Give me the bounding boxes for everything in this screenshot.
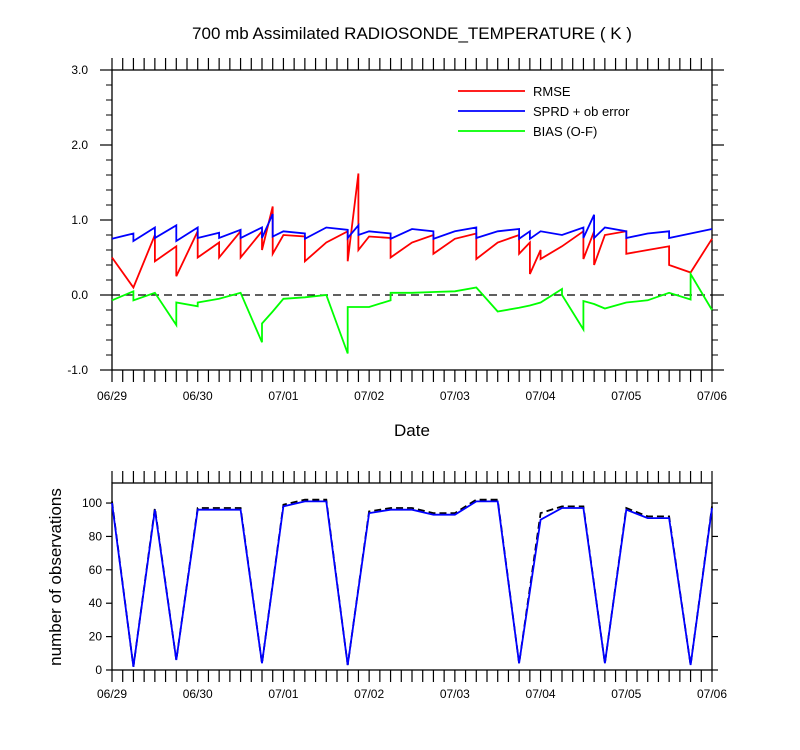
y-tick-label: -1.0 [67, 363, 88, 377]
x-tick-label: 06/30 [183, 687, 213, 701]
chart-title: 700 mb Assimilated RADIOSONDE_TEMPERATUR… [192, 24, 632, 43]
x-tick-label: 07/02 [354, 687, 384, 701]
x-tick-label: 07/06 [697, 687, 727, 701]
x-tick-label: 07/02 [354, 389, 384, 403]
x-tick-label: 06/29 [97, 687, 127, 701]
y-tick-label: 0 [95, 663, 102, 677]
x-tick-label: 06/30 [183, 389, 213, 403]
y-tick-label: 2.0 [71, 138, 88, 152]
series-line-used [111, 500, 713, 667]
x-tick-label: 06/29 [97, 389, 127, 403]
y-tick-label: 100 [82, 496, 102, 510]
y-tick-label: 20 [89, 630, 103, 644]
y-tick-label: 1.0 [71, 213, 88, 227]
plot-frame [111, 482, 713, 671]
x-tick-label: 07/03 [440, 389, 470, 403]
y-tick-label: 80 [89, 529, 103, 543]
y-tick-label: 40 [89, 596, 103, 610]
series-line-possible [111, 498, 713, 667]
x-tick-label: 07/05 [611, 389, 641, 403]
series-line-bias-o-f [111, 270, 713, 354]
x-tick-label: 07/04 [526, 389, 556, 403]
bottom-chart-panel: 06/29 06/30 07/01 07/02 07/03 07/04 07/05 07/06… [82, 471, 727, 701]
legend-label: RMSE [533, 84, 571, 99]
legend: RMSE SPRD + ob error BIAS (O-F) [458, 84, 630, 139]
top-x-axis-label: Date [394, 421, 430, 440]
x-tick-label: 07/03 [440, 687, 470, 701]
y-tick-label: 0.0 [71, 288, 88, 302]
x-tick-label: 07/05 [611, 687, 641, 701]
y-tick-label: 60 [89, 563, 103, 577]
top-chart-panel: 06/29 06/30 07/01 07/02 07/03 07/04 07/05 07/06… [67, 58, 727, 403]
x-tick-label: 07/06 [697, 389, 727, 403]
series-line-sprd-ob-error [111, 213, 713, 243]
x-tick-label: 07/04 [526, 687, 556, 701]
bottom-y-axis-label: number of observations [46, 488, 65, 666]
x-tick-label: 07/01 [268, 389, 298, 403]
x-tick-label: 07/01 [268, 687, 298, 701]
y-tick-label: 3.0 [71, 63, 88, 77]
legend-label: BIAS (O-F) [533, 124, 597, 139]
series-line-rmse [111, 173, 713, 290]
legend-label: SPRD + ob error [533, 104, 630, 119]
